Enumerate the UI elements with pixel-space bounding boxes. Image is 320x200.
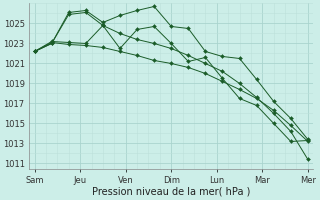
X-axis label: Pression niveau de la mer( hPa ): Pression niveau de la mer( hPa ) bbox=[92, 187, 251, 197]
